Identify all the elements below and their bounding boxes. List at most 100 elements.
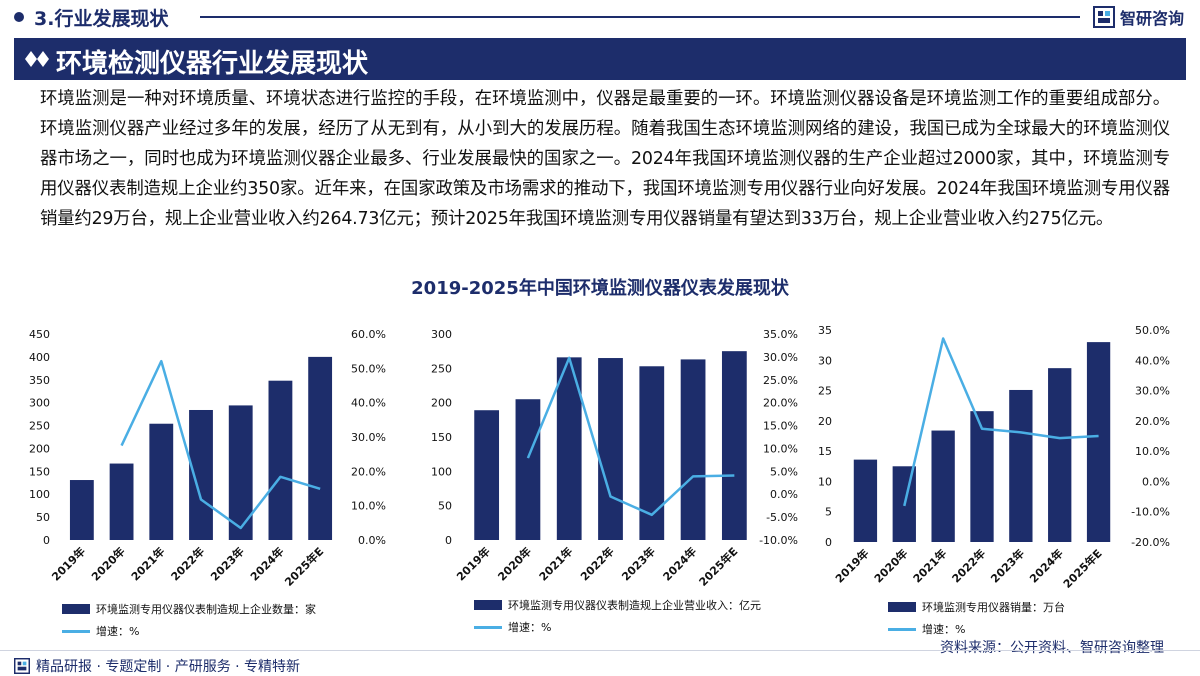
- brand-name: 智研咨询: [1120, 5, 1184, 29]
- y-left-tick-label: 10: [818, 475, 832, 488]
- y-left-tick-label: 400: [29, 351, 50, 364]
- legend-line-label: 增速：%: [96, 623, 139, 639]
- bar: [308, 357, 332, 540]
- legend-line-label: 增速：%: [922, 621, 965, 637]
- y-right-tick-label: 30.0%: [351, 431, 386, 444]
- x-tick-label: 2022年: [168, 544, 207, 583]
- x-tick-label: 2023年: [208, 544, 247, 583]
- x-tick-label: 2020年: [495, 544, 534, 583]
- y-left-tick-label: 300: [29, 397, 50, 410]
- y-left-tick-label: 250: [29, 420, 50, 433]
- banner-title: 环境检测仪器行业发展现状: [56, 43, 368, 80]
- bar: [722, 351, 747, 540]
- chart-section-title: 2019-2025年中国环境监测仪器仪表发展现状: [0, 274, 1200, 300]
- x-tick-label: 2021年: [910, 546, 949, 585]
- y-left-tick-label: 450: [29, 328, 50, 341]
- bar: [1087, 342, 1110, 542]
- y-left-tick-label: 20: [818, 415, 832, 428]
- x-tick-label: 2021年: [536, 544, 575, 583]
- legend-line-swatch: [888, 628, 916, 631]
- y-left-tick-label: 0: [43, 534, 50, 547]
- x-tick-label: 2022年: [949, 546, 988, 585]
- y-left-tick-label: 150: [431, 431, 452, 444]
- y-right-tick-label: 10.0%: [351, 500, 386, 513]
- y-left-tick-label: 30: [818, 354, 832, 367]
- diamond-icon: [24, 50, 52, 68]
- source-note: 资料来源：公开资料、智研咨询整理: [940, 637, 1164, 657]
- y-left-tick-label: 50: [438, 500, 452, 513]
- x-tick-label: 2019年: [453, 544, 492, 583]
- y-left-tick-label: 0: [825, 536, 832, 549]
- bar: [269, 381, 293, 540]
- y-right-tick-label: 20.0%: [351, 465, 386, 478]
- legend-bar-swatch: [888, 602, 916, 612]
- footer-divider: [0, 650, 1200, 651]
- footer-slogan: 精品研报 · 专题定制 · 产研服务 · 专精特新: [36, 656, 300, 676]
- y-left-tick-label: 50: [36, 511, 50, 524]
- y-right-tick-label: -10.0%: [759, 534, 798, 547]
- bar: [598, 358, 623, 540]
- y-left-tick-label: 0: [445, 534, 452, 547]
- x-tick-label: 2023年: [619, 544, 658, 583]
- x-tick-label: 2025年E: [1060, 546, 1105, 591]
- bar: [516, 399, 541, 540]
- y-left-tick-label: 35: [818, 324, 832, 337]
- y-left-tick-label: 300: [431, 328, 452, 341]
- y-right-tick-label: 5.0%: [770, 465, 798, 478]
- bar: [474, 410, 499, 540]
- legend-bar-label: 环境监测专用仪器仪表制造规上企业数量：家: [96, 601, 316, 617]
- bar: [931, 431, 954, 542]
- y-left-tick-label: 5: [825, 506, 832, 519]
- bar: [854, 460, 877, 542]
- x-tick-label: 2020年: [871, 546, 910, 585]
- x-tick-label: 2024年: [660, 544, 699, 583]
- legend-bar-swatch: [474, 600, 502, 610]
- bar: [681, 359, 706, 540]
- section-title: 3.行业发展现状: [34, 4, 168, 31]
- y-left-tick-label: 250: [431, 362, 452, 375]
- legend-bar-label: 环境监测专用仪器销量：万台: [922, 599, 1065, 615]
- y-right-tick-label: 20.0%: [1135, 415, 1170, 428]
- x-tick-label: 2021年: [128, 544, 167, 583]
- y-right-tick-label: -5.0%: [766, 511, 798, 524]
- section-bullet-icon: [14, 12, 24, 22]
- y-right-tick-label: 35.0%: [763, 328, 798, 341]
- chart-revenue: 0 50 100 150 200 250 300 -10.0% -5.0% 0.0% 5.0% 10.…: [400, 316, 800, 606]
- divider: [200, 16, 1080, 18]
- y-right-tick-label: -10.0%: [1131, 506, 1170, 519]
- bar: [1048, 368, 1071, 542]
- y-right-tick-label: 0.0%: [770, 488, 798, 501]
- legend-chart-3: 环境监测专用仪器销量：万台 增速：%: [888, 596, 1065, 640]
- y-right-tick-label: 0.0%: [1142, 475, 1170, 488]
- intro-paragraph: 环境监测是一种对环境质量、环境状态进行监控的手段，在环境监测中，仪器是最重要的一…: [40, 84, 1170, 234]
- x-tick-label: 2025年E: [696, 544, 741, 589]
- y-right-tick-label: 40.0%: [351, 397, 386, 410]
- y-right-tick-label: 40.0%: [1135, 354, 1170, 367]
- x-tick-label: 2019年: [832, 546, 871, 585]
- y-right-tick-label: 50.0%: [351, 362, 386, 375]
- y-left-tick-label: 150: [29, 465, 50, 478]
- y-right-tick-label: 15.0%: [763, 420, 798, 433]
- bar: [229, 405, 253, 540]
- legend-chart-2: 环境监测专用仪器仪表制造规上企业营业收入：亿元 增速：%: [474, 594, 761, 638]
- y-right-tick-label: 10.0%: [763, 442, 798, 455]
- footer-logo-icon: [14, 658, 30, 674]
- y-right-tick-label: -20.0%: [1131, 536, 1170, 549]
- top-bar: 3.行业发展现状 智研咨询: [0, 0, 1200, 34]
- brand: 智研咨询: [1093, 5, 1184, 29]
- banner: 环境检测仪器行业发展现状: [14, 38, 1186, 80]
- y-right-tick-label: 30.0%: [1135, 385, 1170, 398]
- legend-line-swatch: [62, 630, 90, 633]
- legend-line-label: 增速：%: [508, 619, 551, 635]
- y-left-tick-label: 25: [818, 385, 832, 398]
- bar: [1009, 390, 1032, 542]
- y-left-tick-label: 200: [29, 442, 50, 455]
- y-right-tick-label: 0.0%: [358, 534, 386, 547]
- y-right-tick-label: 10.0%: [1135, 445, 1170, 458]
- brand-logo-icon: [1093, 6, 1115, 28]
- y-left-tick-label: 100: [431, 465, 452, 478]
- footer-slogan-group: 精品研报 · 专题定制 · 产研服务 · 专精特新: [14, 656, 300, 676]
- y-left-tick-label: 200: [431, 397, 452, 410]
- bar: [70, 480, 94, 540]
- bar: [189, 410, 213, 540]
